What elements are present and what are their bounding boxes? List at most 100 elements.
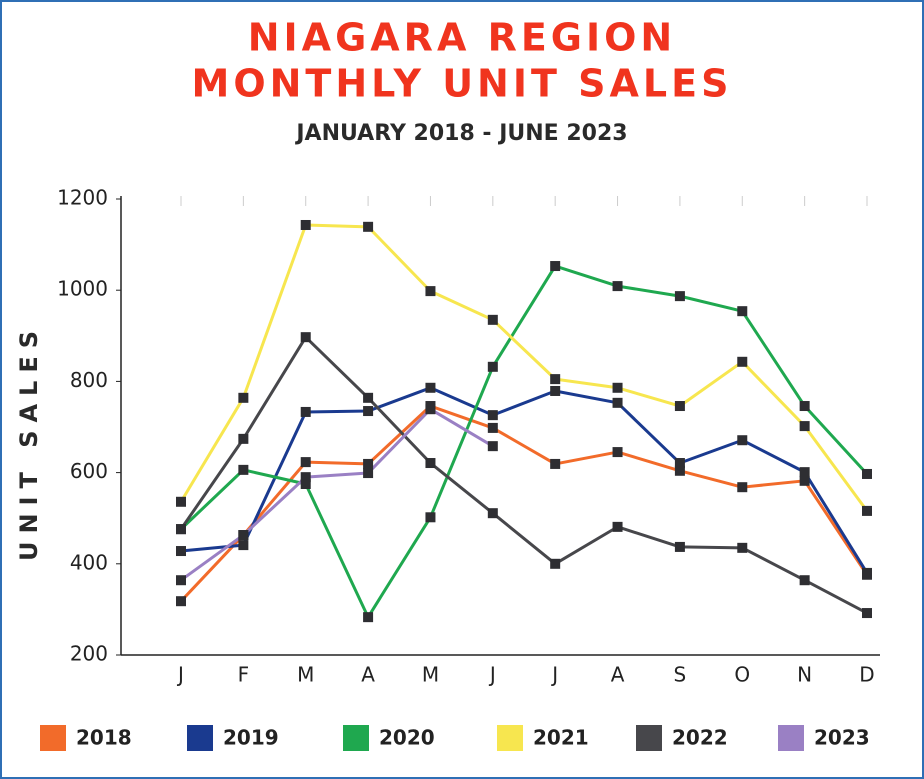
series-line	[179, 404, 869, 603]
data-point	[612, 397, 623, 408]
legend-swatch	[40, 725, 66, 751]
legend-swatch	[636, 725, 662, 751]
x-tick-label: J	[550, 663, 558, 687]
data-point	[487, 441, 498, 452]
data-point	[425, 286, 436, 297]
data-point	[238, 433, 249, 444]
series-line	[179, 335, 868, 615]
series-line	[180, 386, 869, 574]
series-line	[179, 264, 869, 619]
legend-label: 2019	[223, 726, 279, 750]
data-point	[862, 505, 872, 516]
data-point	[238, 540, 249, 551]
data-point	[612, 447, 623, 458]
series-line	[179, 223, 869, 512]
y-tick-label: 600	[70, 459, 108, 483]
data-point	[300, 219, 311, 230]
x-tick-label: D	[859, 663, 874, 687]
legend-swatch	[497, 725, 523, 751]
y-tick-label: 200	[70, 642, 108, 666]
data-point	[487, 508, 498, 519]
x-tick-label: A	[611, 663, 625, 687]
y-tick-label: 800	[70, 368, 108, 392]
legend-swatch	[778, 725, 804, 751]
data-point	[300, 332, 311, 343]
legend-label: 2022	[672, 726, 728, 750]
legend-label: 2020	[379, 726, 435, 750]
data-point	[550, 558, 561, 569]
data-point	[799, 467, 810, 478]
data-point	[487, 314, 498, 325]
legend-label: 2023	[814, 726, 870, 750]
data-point	[487, 361, 498, 372]
data-point	[674, 401, 685, 412]
data-point	[363, 468, 374, 479]
data-point	[238, 530, 249, 541]
series-line	[180, 407, 494, 582]
data-point	[425, 382, 436, 393]
chart-title: NIAGARA REGION	[248, 16, 677, 60]
x-tick-label: J	[176, 663, 184, 687]
data-point	[612, 281, 623, 292]
x-tick-label: S	[674, 663, 687, 687]
data-point	[799, 575, 810, 586]
data-point	[363, 221, 374, 232]
x-tick-label: N	[797, 663, 812, 687]
legend-swatch	[343, 725, 369, 751]
x-tick-label: O	[734, 663, 750, 687]
x-tick-label: M	[297, 663, 314, 687]
data-point	[799, 421, 810, 432]
y-tick-label: 1000	[57, 277, 108, 301]
data-point	[487, 410, 498, 421]
data-point	[862, 567, 872, 578]
data-point	[238, 392, 249, 403]
data-point	[550, 458, 561, 469]
y-axis-label: UNIT SALES	[15, 323, 43, 561]
y-tick-label: 1200	[57, 186, 108, 210]
x-tick-label: J	[488, 663, 496, 687]
data-point	[176, 496, 186, 507]
data-point	[862, 468, 872, 479]
chart-title: MONTHLY UNIT SALES	[192, 62, 733, 106]
data-point	[300, 472, 311, 483]
data-point	[674, 541, 685, 552]
data-point	[612, 382, 623, 393]
data-point	[674, 291, 685, 302]
data-point	[363, 392, 374, 403]
data-point	[737, 435, 748, 446]
x-tick-label: F	[238, 663, 250, 687]
legend-swatch	[187, 725, 213, 751]
data-point	[363, 612, 374, 623]
data-point	[176, 596, 186, 607]
data-point	[737, 356, 748, 367]
data-point	[799, 475, 810, 486]
data-point	[612, 521, 623, 532]
data-point	[176, 524, 186, 535]
data-point	[799, 401, 810, 412]
chart-subtitle: JANUARY 2018 - JUNE 2023	[294, 121, 627, 146]
data-point	[300, 457, 311, 468]
data-point	[176, 546, 186, 557]
data-point	[238, 464, 249, 475]
data-point	[737, 482, 748, 493]
legend-label: 2021	[533, 726, 589, 750]
data-point	[674, 458, 685, 469]
x-tick-label: A	[361, 663, 375, 687]
x-tick-label: M	[422, 663, 439, 687]
data-point	[176, 575, 186, 586]
data-point	[550, 261, 561, 272]
legend-label: 2018	[76, 726, 132, 750]
data-point	[737, 306, 748, 317]
data-point	[363, 406, 374, 417]
data-point	[300, 479, 311, 489]
data-point	[862, 608, 872, 619]
data-point	[363, 458, 374, 469]
y-tick-label: 400	[70, 550, 108, 574]
data-point	[425, 512, 436, 523]
data-point	[674, 465, 685, 476]
data-point	[487, 422, 498, 433]
data-point	[550, 385, 561, 396]
data-point	[425, 458, 436, 469]
data-point	[300, 406, 311, 417]
